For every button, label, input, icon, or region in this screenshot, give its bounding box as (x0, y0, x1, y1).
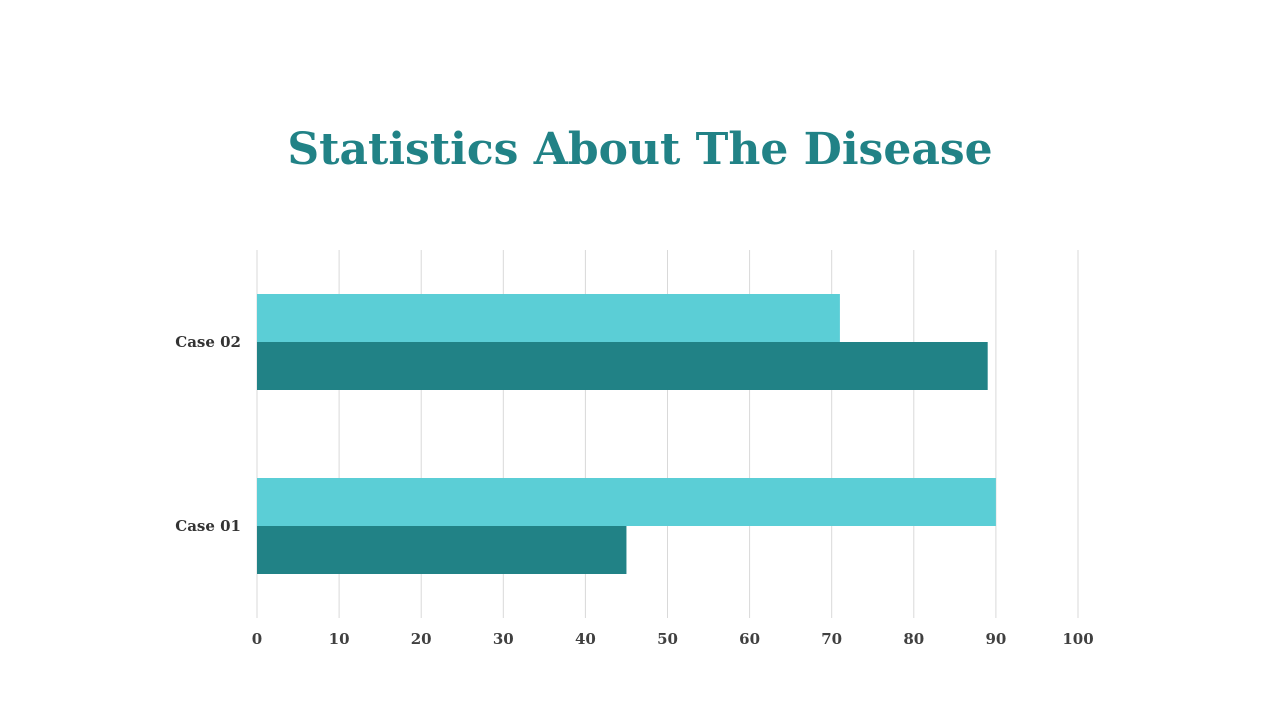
chart-title: Statistics About The Disease (287, 124, 993, 175)
x-tick-label: 70 (821, 630, 842, 648)
bar-case-02-series-1 (257, 294, 840, 342)
category-labels: Case 01 Case 02 (175, 333, 241, 535)
category-label: Case 02 (175, 333, 241, 351)
x-tick-label: 10 (329, 630, 350, 648)
bar-case-01-series-1 (257, 478, 996, 526)
category-label: Case 01 (175, 517, 241, 535)
x-tick-label: 20 (411, 630, 432, 648)
bar-case-02-series-2 (257, 342, 988, 390)
bar-case-01-series-2 (257, 526, 627, 574)
x-tick-label: 30 (493, 630, 514, 648)
x-tick-label: 0 (252, 630, 262, 648)
x-tick-label: 40 (575, 630, 596, 648)
x-tick-label: 100 (1062, 630, 1093, 648)
x-tick-label: 80 (903, 630, 924, 648)
x-tick-label: 50 (657, 630, 678, 648)
x-tick-label: 60 (739, 630, 760, 648)
x-tick-label: 90 (985, 630, 1006, 648)
x-axis-ticks: 0 10 20 30 40 50 60 70 80 90 100 (252, 630, 1094, 648)
bars (257, 294, 996, 574)
